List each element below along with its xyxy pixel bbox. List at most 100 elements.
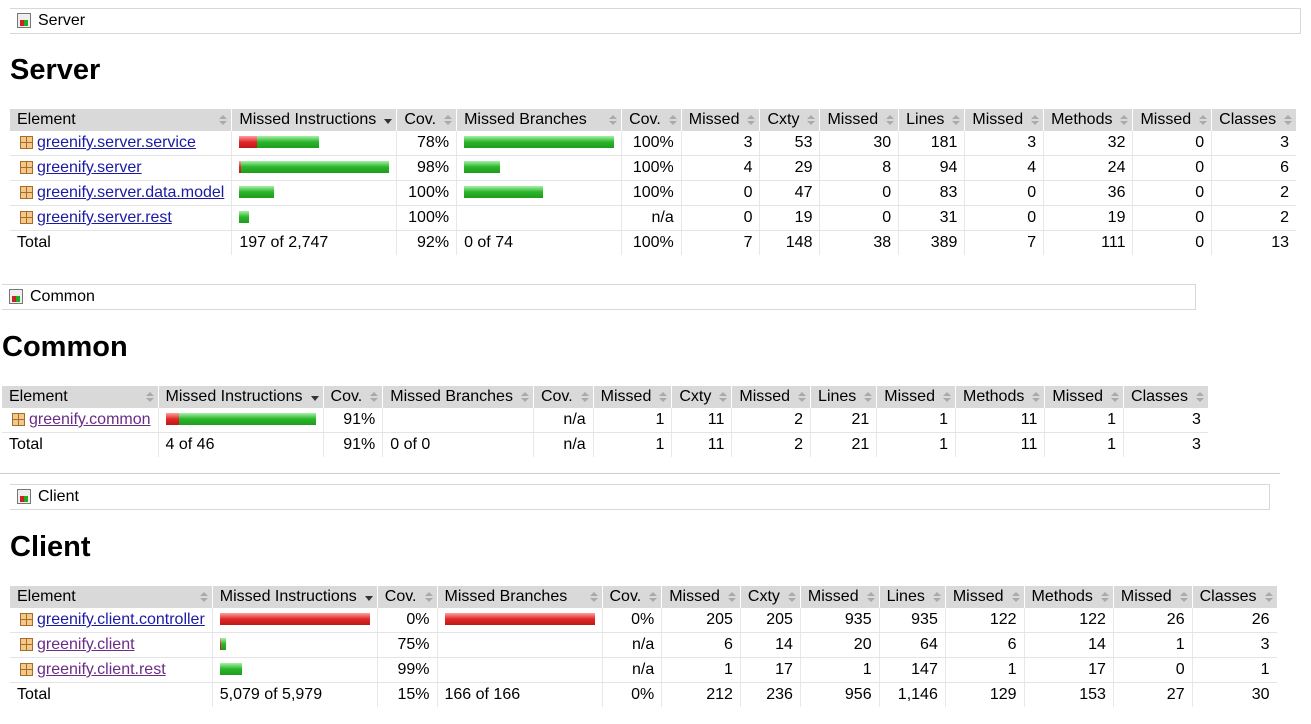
total-cell: 5,079 of 5,979	[211, 682, 378, 707]
column-header[interactable]: Missed	[964, 109, 1044, 131]
column-header[interactable]: Missed Instructions	[231, 109, 397, 131]
total-cell: 236	[739, 682, 801, 707]
sort-icon	[1032, 392, 1041, 402]
header-label: Missed	[807, 588, 859, 605]
count-cell: 1	[876, 408, 956, 433]
total-cell: 100%	[621, 230, 682, 255]
breadcrumb-icon	[17, 13, 31, 28]
table-head: Element Missed Instructions Cov. Missed Bra…	[10, 586, 1277, 608]
total-cell: 166 of 166	[436, 682, 602, 707]
total-cell: Total	[17, 234, 51, 251]
column-header[interactable]: Cov.	[376, 586, 437, 608]
package-link[interactable]: greenify.server.rest	[37, 209, 172, 226]
total-cell: 1	[592, 432, 672, 457]
column-header[interactable]: Classes	[1211, 109, 1297, 131]
column-header[interactable]: Cov.	[532, 386, 594, 408]
coverage-table: Element Missed Instructions Cov. Missed Bra…	[2, 386, 1208, 457]
element-cell: greenify.client.controller	[10, 608, 213, 633]
column-header[interactable]: Cov.	[621, 109, 682, 131]
column-header[interactable]: Lines	[898, 109, 965, 131]
column-header[interactable]: Methods	[954, 386, 1045, 408]
count-cell: 1	[799, 657, 880, 683]
column-header[interactable]: Missed	[1132, 109, 1212, 131]
count-cell: 83	[898, 180, 965, 206]
coverage-cell: 91%	[322, 408, 383, 433]
column-header[interactable]: Missed Branches	[436, 586, 602, 608]
column-header[interactable]: Missed	[799, 586, 880, 608]
count-cell: 0	[819, 180, 899, 206]
bar-cell	[231, 155, 397, 181]
total-cell: Total	[9, 436, 43, 453]
column-header[interactable]: Classes	[1191, 586, 1277, 608]
package-link[interactable]: greenify.common	[29, 411, 151, 428]
count-cell: 2	[1211, 205, 1297, 231]
count-cell: 11	[671, 408, 732, 433]
column-header[interactable]: Missed Instructions	[211, 586, 378, 608]
sort-icon	[609, 115, 618, 125]
column-header[interactable]: Cxty	[739, 586, 801, 608]
column-header[interactable]: Classes	[1123, 386, 1208, 408]
package-link[interactable]: greenify.client.controller	[37, 611, 205, 628]
total-cell: 0 of 74	[456, 230, 622, 255]
covered-bar	[239, 211, 250, 223]
bar-cell	[456, 131, 622, 156]
header-label: Missed Instructions	[165, 388, 303, 405]
column-header[interactable]: Lines	[810, 386, 877, 408]
column-header[interactable]: Missed Branches	[382, 386, 534, 408]
bar-cell	[382, 408, 534, 433]
total-row: Total 5,079 of 5,979 15% 166 of 166 0% 212 236…	[10, 682, 1277, 707]
column-header[interactable]: Cov.	[601, 586, 662, 608]
column-header[interactable]: Cov.	[396, 109, 457, 131]
header-label: Cxty	[679, 388, 712, 405]
missed-bar	[165, 413, 179, 425]
coverage-cell: 100%	[621, 155, 682, 181]
breadcrumb: Common	[2, 284, 1196, 310]
total-cell: 212	[661, 682, 741, 707]
package-link[interactable]: greenify.server	[37, 159, 142, 176]
header-label: Cov.	[629, 111, 661, 128]
column-header[interactable]: Missed	[731, 386, 811, 408]
column-header[interactable]: Missed Instructions	[157, 386, 324, 408]
column-header[interactable]: Missed	[1112, 586, 1193, 608]
total-cell: 153	[1023, 682, 1114, 707]
column-header[interactable]: Cxty	[759, 109, 820, 131]
header-label: Missed	[1140, 111, 1192, 128]
column-header[interactable]: Cxty	[671, 386, 732, 408]
package-link[interactable]: greenify.server.service	[37, 134, 196, 151]
column-header[interactable]: Missed	[661, 586, 741, 608]
package-link[interactable]: greenify.client.rest	[37, 661, 166, 678]
column-header[interactable]: Missed	[680, 109, 760, 131]
count-cell: 53	[759, 131, 820, 156]
header-label: Lines	[818, 388, 857, 405]
total-cell: 111	[1043, 230, 1133, 255]
column-header[interactable]: Missed Branches	[456, 109, 622, 131]
column-header[interactable]: Missed	[944, 586, 1025, 608]
column-header[interactable]: Lines	[878, 586, 946, 608]
column-header[interactable]: Missed	[1044, 386, 1124, 408]
package-link[interactable]: greenify.server.data.model	[37, 184, 225, 201]
column-header[interactable]: Methods	[1023, 586, 1114, 608]
header-label: Cov.	[609, 588, 642, 605]
count-cell: 20	[799, 632, 880, 658]
header-label: Element	[17, 111, 76, 128]
column-header[interactable]: Missed	[876, 386, 956, 408]
package-icon	[20, 211, 33, 224]
header-label: Lines	[886, 588, 925, 605]
total-cell: 0 of 0	[382, 432, 534, 457]
column-header[interactable]: Cov.	[322, 386, 383, 408]
total-row: Total 4 of 46 91% 0 of 0 n/a 1 11 2 21 1 11 1 3	[2, 432, 1208, 457]
column-header[interactable]: Element	[10, 586, 213, 608]
sort-icon	[807, 115, 816, 125]
count-cell: 14	[739, 632, 801, 658]
table-foot: Total 4 of 46 91% 0 of 0 n/a 1 11 2 21 1 11 1 3	[2, 432, 1208, 457]
column-header[interactable]: Missed	[592, 386, 672, 408]
package-link[interactable]: greenify.client	[37, 636, 135, 653]
column-header[interactable]: Methods	[1043, 109, 1133, 131]
column-header[interactable]: Element	[10, 109, 232, 131]
covered-bar	[464, 186, 543, 198]
count-cell: 0	[1132, 180, 1212, 206]
column-header[interactable]: Element	[2, 386, 159, 408]
missed-bar	[219, 638, 222, 650]
column-header[interactable]: Missed	[819, 109, 899, 131]
count-cell: 26	[1112, 608, 1193, 633]
